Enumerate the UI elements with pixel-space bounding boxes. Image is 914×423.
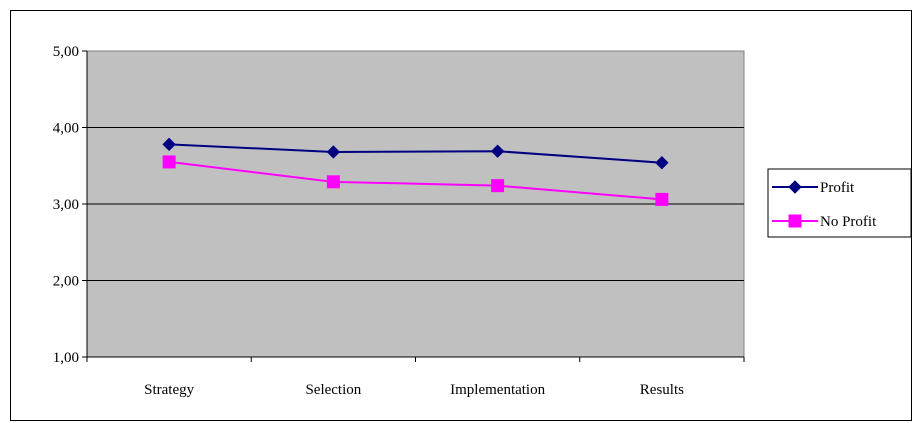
legend-entry: No Profit	[772, 214, 877, 230]
y-tick-label: 1,00	[53, 350, 79, 366]
y-axis-tick-labels: 5,00 4,00 3,00 2,00 1,00	[53, 44, 79, 366]
data-point	[490, 144, 505, 158]
series-line	[169, 143, 662, 164]
data-point	[326, 145, 341, 159]
data-point	[162, 155, 176, 169]
legend-marker	[788, 180, 802, 194]
axes	[82, 50, 745, 362]
data-point	[326, 175, 340, 189]
legend: Profit No Profit	[767, 168, 912, 238]
x-category-label: Implementation	[450, 382, 545, 398]
series-group	[162, 137, 669, 206]
y-tick-label: 3,00	[53, 197, 79, 213]
gridlines	[87, 127, 744, 281]
legend-entry: Profit	[772, 180, 855, 196]
x-category-label: Results	[640, 382, 684, 398]
y-tick-label: 5,00	[53, 44, 79, 60]
data-point	[655, 192, 669, 206]
series-no-profit	[162, 155, 669, 206]
series-line	[169, 160, 662, 201]
legend-marker	[788, 214, 802, 228]
x-category-label: Strategy	[144, 382, 194, 398]
legend-label: Profit	[820, 180, 855, 196]
data-point	[162, 137, 176, 152]
data-point	[491, 179, 505, 193]
x-category-label: Selection	[305, 382, 361, 398]
y-tick-label: 4,00	[53, 121, 79, 137]
x-axis-category-labels: Strategy Selection Implementation Results	[144, 382, 684, 398]
data-point	[655, 155, 669, 170]
y-tick-label: 2,00	[53, 274, 79, 290]
series-profit	[162, 137, 669, 170]
legend-label: No Profit	[820, 214, 877, 230]
